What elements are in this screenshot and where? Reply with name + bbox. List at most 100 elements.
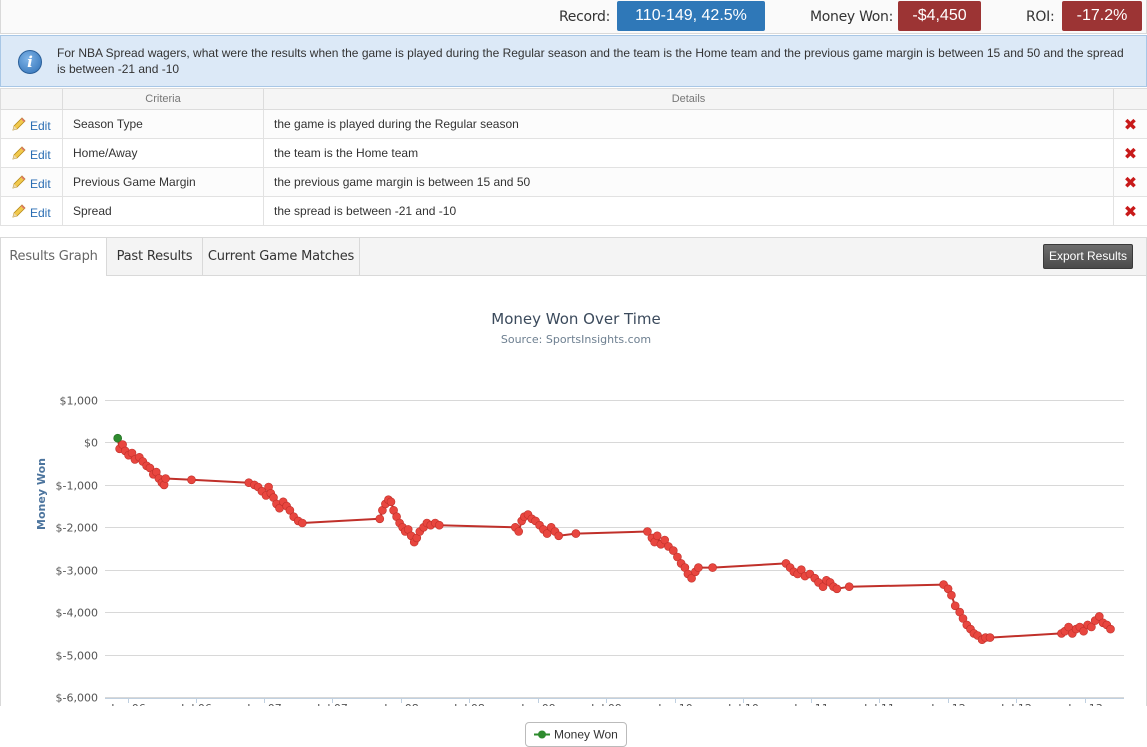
- pencil-icon: [11, 203, 27, 219]
- y-tick-label: $-5,000: [56, 650, 98, 663]
- data-point: [162, 475, 170, 483]
- results-panel: Results Graph Past Results Current Game …: [0, 237, 1147, 706]
- delete-icon[interactable]: ✖: [1124, 115, 1137, 134]
- x-tick-label: Jan 12: [930, 702, 965, 706]
- x-tick-label: Jul 10: [727, 702, 759, 706]
- criteria-name: Spread: [63, 197, 264, 226]
- stats-bar: Record: 110-149, 42.5% Money Won: -$4,45…: [0, 0, 1147, 34]
- data-point: [1107, 625, 1115, 633]
- edit-link[interactable]: Edit: [30, 119, 51, 133]
- pencil-icon: [11, 145, 27, 161]
- money-won-label: Money Won:: [810, 9, 893, 25]
- y-tick-label: $-4,000: [56, 607, 98, 620]
- record-value-badge: 110-149, 42.5%: [617, 1, 765, 31]
- legend-label: Money Won: [554, 728, 618, 742]
- query-description-box: i For NBA Spread wagers, what were the r…: [0, 35, 1147, 87]
- data-point: [298, 519, 306, 527]
- chart-subtitle: Source: SportsInsights.com: [501, 333, 651, 346]
- export-results-button[interactable]: Export Results: [1043, 244, 1133, 269]
- data-point: [833, 585, 841, 593]
- delete-cell[interactable]: ✖: [1114, 139, 1147, 168]
- tab-current-game-matches[interactable]: Current Game Matches: [203, 238, 360, 277]
- query-description-text: For NBA Spread wagers, what were the res…: [57, 45, 1127, 77]
- edit-link[interactable]: Edit: [30, 206, 51, 220]
- criteria-details: the spread is between -21 and -10: [264, 197, 1114, 226]
- delete-cell[interactable]: ✖: [1114, 168, 1147, 197]
- money-won-chart: $1,000 $0 $-1,000 $-2,000 $-3,000 $-4,000 $-5,…: [1, 276, 1146, 706]
- roi-label: ROI:: [1026, 9, 1054, 25]
- header-edit: [1, 89, 63, 110]
- roi-value-badge: -17.2%: [1062, 1, 1142, 31]
- info-icon: i: [18, 50, 42, 74]
- x-tick-label: Jul 06: [180, 702, 212, 706]
- chart-y-axis-label: Money Won: [35, 458, 48, 530]
- delete-cell[interactable]: ✖: [1114, 110, 1147, 139]
- criteria-details: the game is played during the Regular se…: [264, 110, 1114, 139]
- delete-cell[interactable]: ✖: [1114, 197, 1147, 226]
- table-row: Edit Previous Game Margin the previous g…: [1, 168, 1147, 197]
- legend-svg: Money Won: [526, 723, 626, 746]
- data-point: [986, 634, 994, 642]
- edit-cell[interactable]: Edit: [1, 197, 63, 226]
- data-point: [694, 564, 702, 572]
- data-point: [653, 532, 661, 540]
- y-tick-label: $-6,000: [56, 692, 98, 705]
- criteria-name: Home/Away: [63, 139, 264, 168]
- x-tick-label: Jan 09: [520, 702, 555, 706]
- criteria-table-header: Criteria Details: [1, 89, 1147, 110]
- chart-title: Money Won Over Time: [491, 310, 660, 328]
- x-tick-label: Jan 08: [383, 702, 418, 706]
- criteria-details: the previous game margin is between 15 a…: [264, 168, 1114, 197]
- legend-marker: [538, 731, 546, 739]
- record-label: Record:: [559, 9, 610, 25]
- y-tick-label: $-1,000: [56, 480, 98, 493]
- x-tick-label: Jul 08: [453, 702, 485, 706]
- data-point: [555, 532, 563, 540]
- data-point: [188, 476, 196, 484]
- data-point: [435, 521, 443, 529]
- criteria-details: the team is the Home team: [264, 139, 1114, 168]
- edit-cell[interactable]: Edit: [1, 110, 63, 139]
- edit-cell[interactable]: Edit: [1, 139, 63, 168]
- delete-icon[interactable]: ✖: [1124, 202, 1137, 221]
- delete-icon[interactable]: ✖: [1124, 144, 1137, 163]
- y-tick-label: $0: [84, 437, 98, 450]
- data-point: [947, 591, 955, 599]
- x-tick-label: Jul 12: [1000, 702, 1032, 706]
- delete-icon[interactable]: ✖: [1124, 173, 1137, 192]
- data-point: [709, 564, 717, 572]
- edit-link[interactable]: Edit: [30, 148, 51, 162]
- x-tick-label: Jan 10: [657, 702, 692, 706]
- edit-cell[interactable]: Edit: [1, 168, 63, 197]
- chart-legend[interactable]: Money Won: [525, 722, 627, 747]
- y-tick-label: $-2,000: [56, 522, 98, 535]
- tab-results-graph[interactable]: Results Graph: [1, 238, 107, 277]
- header-delete: [1114, 89, 1147, 110]
- chart-svg: $1,000 $0 $-1,000 $-2,000 $-3,000 $-4,000 $-5,…: [1, 276, 1146, 706]
- x-tick-label: Jul 07: [316, 702, 348, 706]
- pencil-icon: [11, 116, 27, 132]
- y-tick-label: $-3,000: [56, 565, 98, 578]
- criteria-name: Previous Game Margin: [63, 168, 264, 197]
- chart-axes: $1,000 $0 $-1,000 $-2,000 $-3,000 $-4,000 $-5,…: [56, 395, 1124, 707]
- x-tick-label: Jan 13: [1067, 702, 1102, 706]
- x-tick-label: Jan 06: [110, 702, 145, 706]
- header-details: Details: [264, 89, 1114, 110]
- x-tick-label: Jan 07: [246, 702, 281, 706]
- data-point: [572, 530, 580, 538]
- data-point: [515, 528, 523, 536]
- data-point: [387, 498, 395, 506]
- data-point: [845, 583, 853, 591]
- tab-past-results[interactable]: Past Results: [107, 238, 203, 277]
- money-won-value-badge: -$4,450: [898, 1, 981, 31]
- table-row: Edit Spread the spread is between -21 an…: [1, 197, 1147, 226]
- x-tick-label: Jul 11: [863, 702, 895, 706]
- chart-grid: [105, 401, 1124, 698]
- table-row: Edit Home/Away the team is the Home team…: [1, 139, 1147, 168]
- x-tick-label: Jul 09: [590, 702, 622, 706]
- y-tick-label: $1,000: [60, 395, 99, 408]
- pencil-icon: [11, 174, 27, 190]
- criteria-name: Season Type: [63, 110, 264, 139]
- edit-link[interactable]: Edit: [30, 177, 51, 191]
- table-row: Edit Season Type the game is played duri…: [1, 110, 1147, 139]
